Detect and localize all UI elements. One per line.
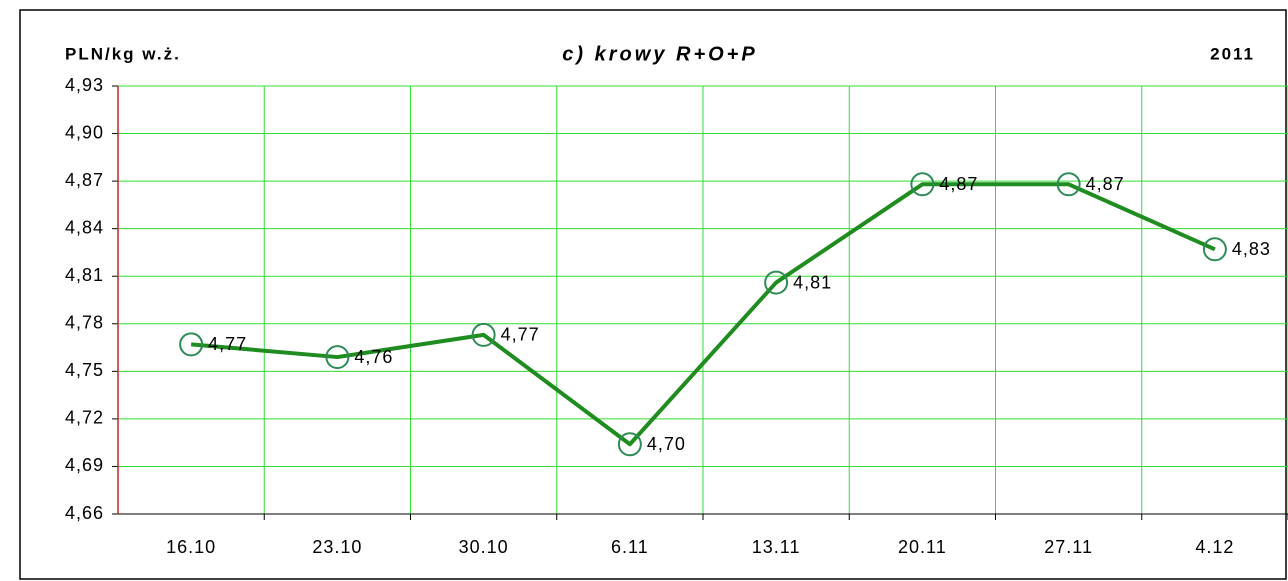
data-label: 4,83	[1232, 239, 1271, 259]
x-tick-label: 13.11	[752, 537, 801, 557]
y-tick-label: 4,72	[65, 408, 104, 428]
data-label: 4,87	[939, 174, 978, 194]
y-tick-label: 4,78	[65, 313, 104, 333]
x-tick-label: 27.11	[1044, 537, 1093, 557]
data-label: 4,77	[501, 325, 540, 345]
chart-frame	[19, 9, 1287, 580]
marker	[764, 270, 789, 295]
marker	[179, 332, 204, 357]
x-tick-label: 16.10	[166, 537, 216, 557]
chart-title: c) krowy R+O+P	[562, 43, 757, 65]
marker	[617, 432, 642, 457]
marker	[1056, 172, 1081, 197]
x-tick-label: 4.12	[1195, 537, 1234, 557]
x-tick-label: 30.10	[459, 537, 509, 557]
x-tick-label: 20.11	[898, 537, 947, 557]
marker	[471, 322, 496, 347]
x-tick-label: 23.10	[312, 537, 362, 557]
data-label: 4,77	[208, 334, 247, 354]
data-label: 4,76	[354, 347, 393, 367]
data-label: 4,81	[793, 272, 832, 292]
x-tick-label: 6.11	[611, 537, 649, 557]
y-tick-label: 4,81	[65, 265, 104, 285]
y-tick-label: 4,84	[65, 217, 104, 237]
y-axis-label: PLN/kg w.ż.	[65, 44, 181, 63]
marker	[1202, 237, 1227, 262]
marker	[325, 345, 350, 370]
marker	[910, 172, 935, 197]
y-tick-label: 4,66	[65, 503, 104, 523]
y-tick-label: 4,69	[65, 455, 104, 475]
year-label: 2011	[1210, 44, 1255, 63]
data-label: 4,70	[647, 434, 686, 454]
y-tick-label: 4,75	[65, 360, 104, 380]
y-tick-label: 4,87	[65, 170, 104, 190]
y-tick-label: 4,93	[65, 75, 104, 95]
data-label: 4,87	[1086, 174, 1125, 194]
y-tick-label: 4,90	[65, 122, 104, 142]
line	[190, 182, 1216, 447]
